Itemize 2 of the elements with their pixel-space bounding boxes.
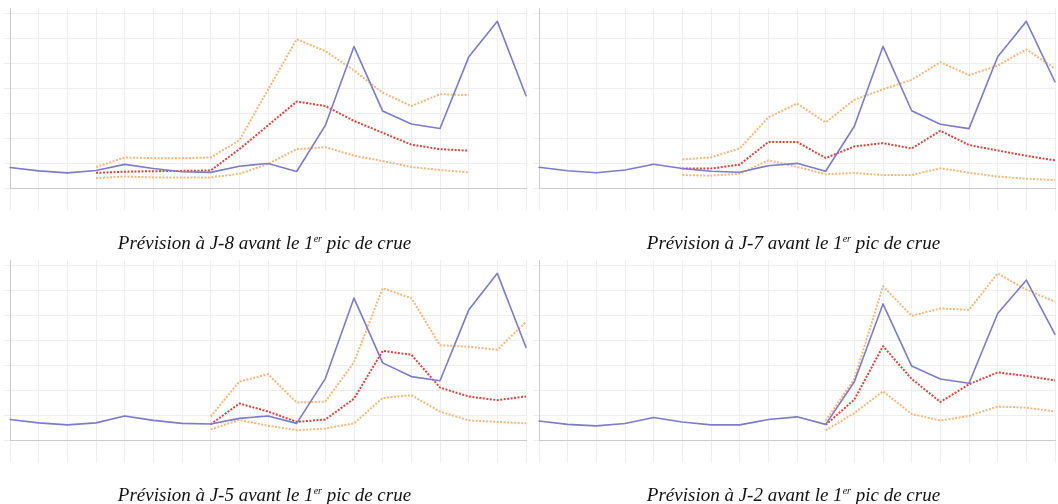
text: Prévision à J-8 avant le 1$^{er}$ pic de crue	[116, 231, 413, 254]
text: Prévision à J-7 avant le 1$^{er}$ pic de crue	[645, 231, 942, 254]
